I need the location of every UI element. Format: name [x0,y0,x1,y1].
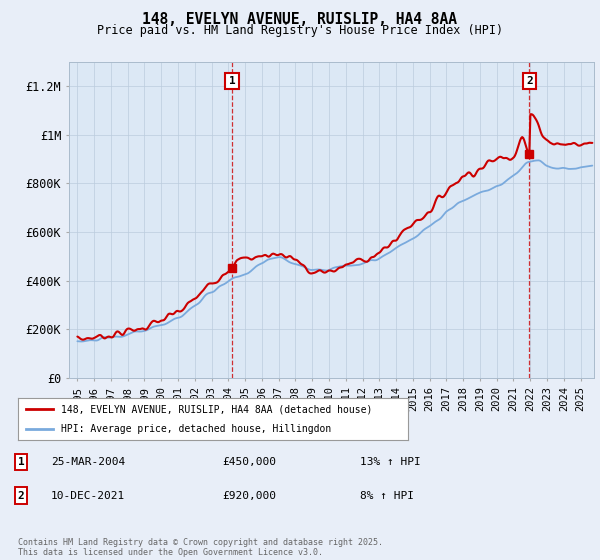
Text: 1: 1 [17,457,25,467]
Text: 1: 1 [229,76,236,86]
Text: Price paid vs. HM Land Registry's House Price Index (HPI): Price paid vs. HM Land Registry's House … [97,24,503,36]
Text: £450,000: £450,000 [222,457,276,467]
Text: HPI: Average price, detached house, Hillingdon: HPI: Average price, detached house, Hill… [61,424,331,434]
Text: 13% ↑ HPI: 13% ↑ HPI [360,457,421,467]
Text: 148, EVELYN AVENUE, RUISLIP, HA4 8AA: 148, EVELYN AVENUE, RUISLIP, HA4 8AA [143,12,458,27]
Text: 2: 2 [17,491,25,501]
Text: Contains HM Land Registry data © Crown copyright and database right 2025.
This d: Contains HM Land Registry data © Crown c… [18,538,383,557]
Text: 2: 2 [526,76,533,86]
Text: 148, EVELYN AVENUE, RUISLIP, HA4 8AA (detached house): 148, EVELYN AVENUE, RUISLIP, HA4 8AA (de… [61,404,372,414]
Text: £920,000: £920,000 [222,491,276,501]
Text: 10-DEC-2021: 10-DEC-2021 [51,491,125,501]
Text: 25-MAR-2004: 25-MAR-2004 [51,457,125,467]
Text: 8% ↑ HPI: 8% ↑ HPI [360,491,414,501]
